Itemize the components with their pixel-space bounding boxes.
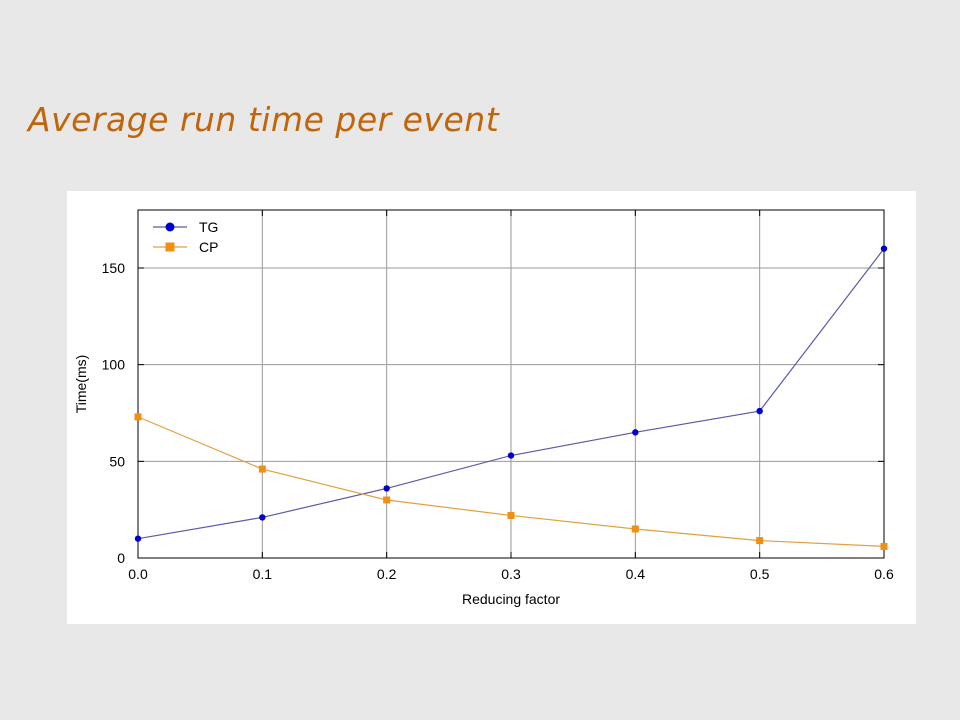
legend-item-tg: TG [153,219,218,235]
data-point-tg [756,407,763,415]
x-axis-label: Reducing factor [462,591,560,607]
y-tick-label: 0 [117,550,125,566]
legend-marker-tg [165,222,175,232]
legend-label-tg: TG [199,219,218,235]
x-tick-label: 0.3 [501,566,521,582]
data-point-cp [756,537,764,545]
y-axis-ticks: 0 50 100 150 [102,260,884,566]
x-tick-label: 0.1 [253,566,273,582]
data-point-tg [507,452,515,459]
y-axis-label: Time(ms) [73,355,89,414]
x-axis-ticks: 0.0 0.1 0.2 0.3 0.4 0.5 0.6 [128,210,894,582]
data-point-cp [258,465,266,473]
legend-label-cp: CP [199,239,218,255]
y-tick-label: 100 [102,357,126,373]
x-tick-label: 0.5 [750,566,770,582]
x-tick-label: 0.2 [377,566,397,582]
series-cp [134,413,888,550]
legend: TG CP [153,219,218,255]
data-point-cp [507,511,515,519]
series-tg [134,245,888,542]
data-point-tg [880,245,888,252]
slide-title: Average run time per event [28,100,500,139]
data-point-tg [134,535,142,542]
chart-panel: 0.0 0.1 0.2 0.3 0.4 0.5 0.6 0 50 100 150 TG CP Red… [67,191,916,624]
grid-lines [138,210,884,558]
data-point-cp [134,413,142,421]
line-chart: 0.0 0.1 0.2 0.3 0.4 0.5 0.6 0 50 100 150 TG CP Red… [73,209,894,607]
data-point-tg [632,429,639,436]
x-tick-label: 0.4 [626,566,646,582]
series-group [134,245,888,550]
legend-item-cp: CP [153,239,218,255]
data-point-tg [259,514,266,521]
x-tick-label: 0.6 [874,566,894,582]
data-point-cp [880,542,888,550]
legend-marker-cp [165,242,175,252]
y-tick-label: 150 [102,260,126,276]
data-point-tg [383,485,390,492]
data-point-cp [631,525,639,533]
y-tick-label: 50 [109,453,125,469]
x-tick-label: 0.0 [128,566,148,582]
data-point-cp [383,496,391,504]
